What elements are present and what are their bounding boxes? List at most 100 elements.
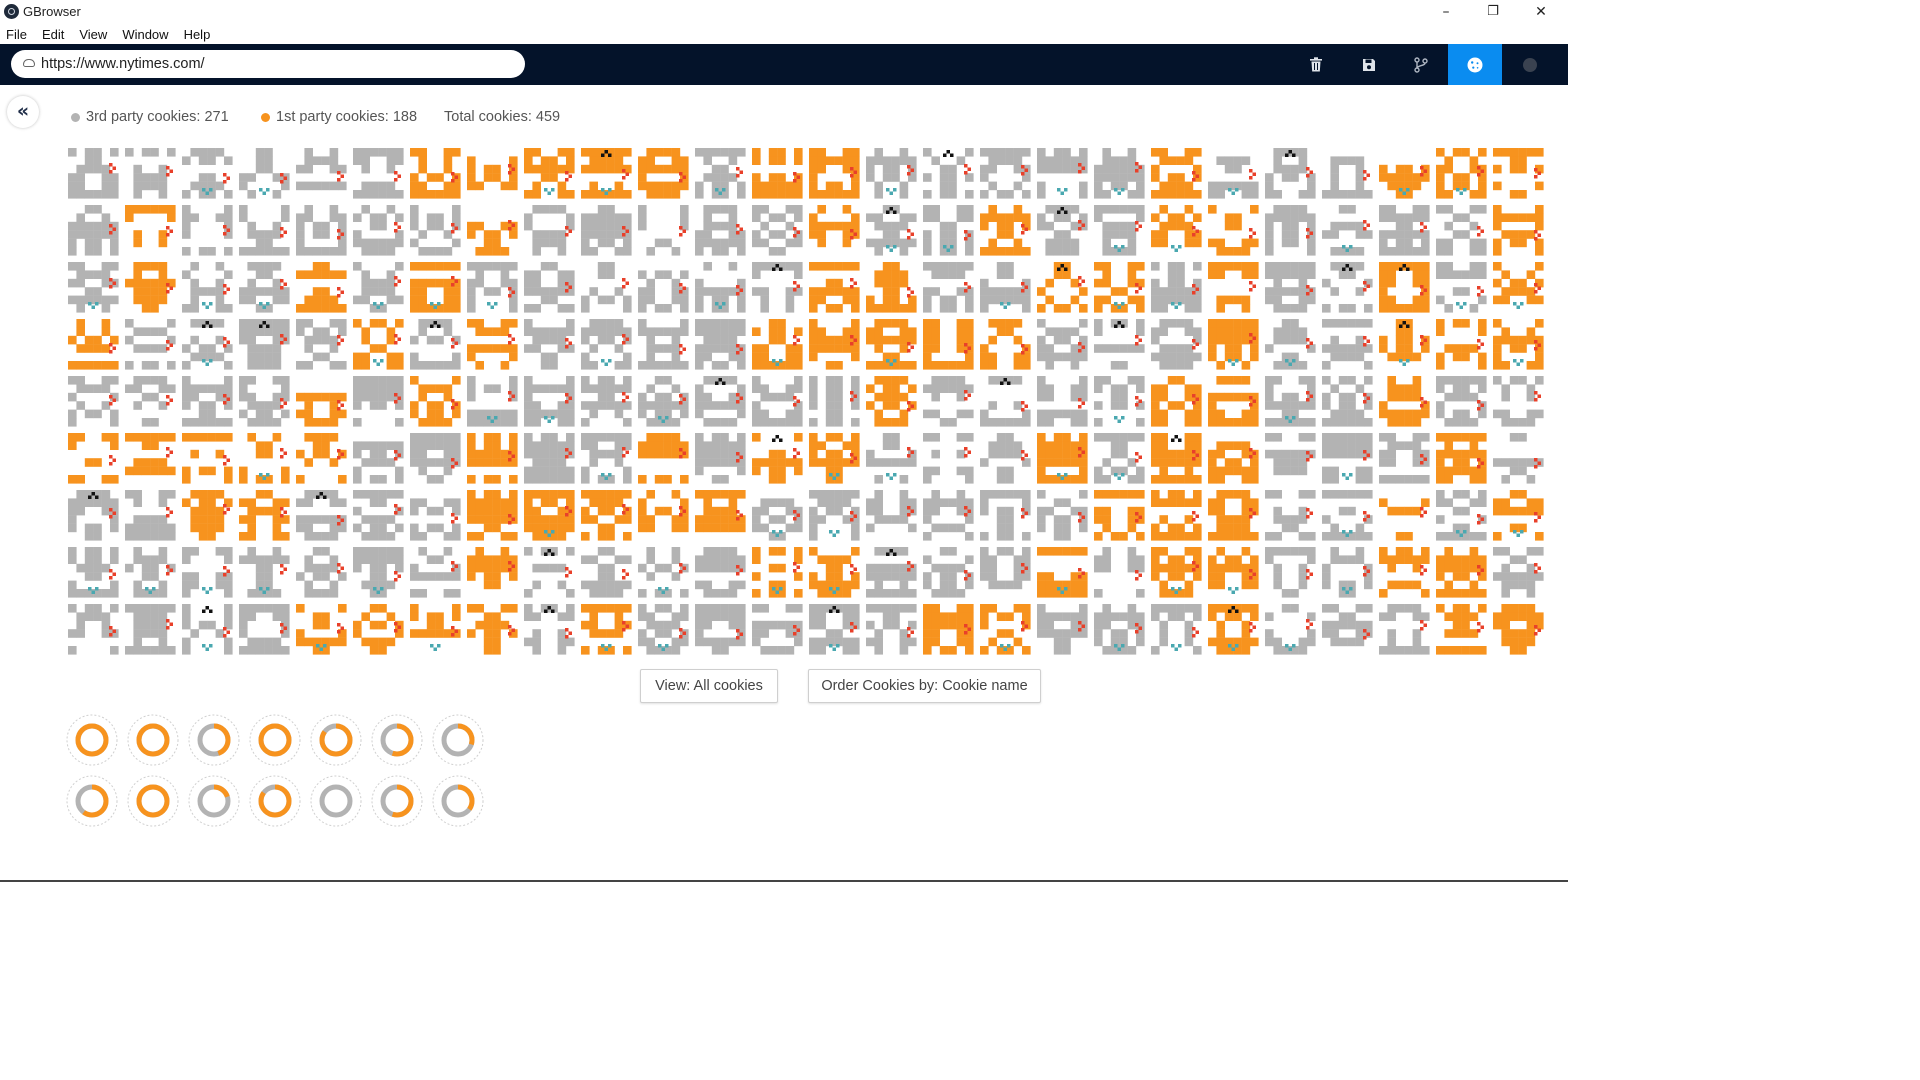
cookie-glyph[interactable]	[866, 604, 917, 655]
cookie-glyph[interactable]	[581, 262, 632, 313]
restore-button[interactable]: ❐	[1487, 4, 1499, 19]
cookie-glyph[interactable]	[866, 433, 917, 484]
cookie-glyph[interactable]	[353, 148, 404, 199]
cookie-glyph[interactable]	[296, 205, 347, 256]
cookie-glyph[interactable]	[638, 433, 689, 484]
cookie-glyph[interactable]	[524, 148, 575, 199]
cookie-glyph[interactable]	[1265, 205, 1316, 256]
cookie-donut[interactable]	[432, 775, 484, 827]
cookie-glyph[interactable]	[752, 319, 803, 370]
cookie-glyph[interactable]	[1037, 433, 1088, 484]
cookie-glyph[interactable]	[68, 205, 119, 256]
cookie-glyph[interactable]	[1379, 319, 1430, 366]
cookie-glyph[interactable]	[182, 490, 233, 541]
cookie-glyph[interactable]	[866, 148, 917, 199]
cookie-glyph[interactable]	[1037, 376, 1088, 427]
cookie-glyph[interactable]	[296, 433, 347, 484]
cookie-glyph[interactable]	[1436, 319, 1487, 370]
cookie-glyph[interactable]	[125, 319, 176, 370]
cookie-glyph[interactable]	[1493, 490, 1544, 541]
cookie-glyph[interactable]	[1493, 319, 1544, 370]
cookie-glyph[interactable]	[1151, 205, 1202, 252]
cookie-glyph[interactable]	[1436, 604, 1487, 655]
cookie-glyph[interactable]	[1094, 148, 1145, 199]
cookie-glyph[interactable]	[1379, 604, 1430, 655]
cookie-glyph[interactable]	[1379, 262, 1430, 313]
menu-view[interactable]: View	[79, 27, 108, 42]
cookie-glyph[interactable]	[353, 441, 404, 484]
cookie-glyph[interactable]	[980, 490, 1031, 541]
menu-file[interactable]: File	[6, 27, 27, 42]
cookie-glyph[interactable]	[1208, 604, 1259, 655]
cookie-glyph[interactable]	[752, 148, 803, 199]
cookie-glyph[interactable]	[695, 604, 746, 655]
cookie-glyph[interactable]	[752, 205, 803, 256]
cookie-glyph[interactable]	[239, 376, 290, 427]
cookie-glyph[interactable]	[1208, 547, 1259, 594]
cookie-glyph[interactable]	[1265, 376, 1316, 427]
view-all-cookies-button[interactable]: View: All cookies	[640, 669, 778, 703]
cookie-glyph[interactable]	[1379, 164, 1430, 199]
cookie-glyph[interactable]	[1094, 205, 1145, 256]
cookie-glyph[interactable]	[923, 205, 974, 256]
cookie-glyph[interactable]	[638, 490, 689, 533]
cookie-glyph[interactable]	[239, 148, 290, 199]
menu-window[interactable]: Window	[122, 27, 169, 42]
cookie-glyph[interactable]	[353, 490, 404, 541]
cookie-glyph[interactable]	[752, 262, 803, 313]
minimize-button[interactable]: –	[1442, 4, 1450, 20]
cookie-donut[interactable]	[127, 775, 179, 827]
cookie-glyph[interactable]	[1436, 547, 1487, 598]
cookie-glyph[interactable]	[1322, 156, 1373, 199]
cookie-glyph[interactable]	[524, 376, 575, 427]
url-input[interactable]	[41, 54, 511, 74]
menu-help[interactable]: Help	[183, 27, 211, 42]
cookie-glyph[interactable]	[1493, 262, 1544, 309]
cookie-glyph[interactable]	[1379, 433, 1430, 484]
cookie-glyph[interactable]	[353, 547, 404, 598]
cookie-glyph[interactable]	[866, 262, 917, 313]
cookie-glyph[interactable]	[980, 433, 1031, 484]
cookie-glyph[interactable]	[1379, 547, 1430, 598]
cookie-glyph[interactable]	[809, 604, 860, 655]
branch-button[interactable]	[1394, 44, 1448, 85]
cookie-glyph[interactable]	[1322, 376, 1373, 427]
cookie-glyph[interactable]	[1265, 262, 1316, 313]
cookie-glyph[interactable]	[923, 490, 974, 541]
cookie-donut[interactable]	[249, 714, 301, 766]
cookie-glyph[interactable]	[1208, 376, 1259, 427]
cookie-glyph[interactable]	[1265, 604, 1316, 655]
cookie-glyph[interactable]	[638, 547, 689, 598]
cookie-donut[interactable]	[66, 714, 118, 766]
cookie-glyph[interactable]	[980, 262, 1031, 313]
cookie-glyph[interactable]	[182, 604, 233, 655]
cookie-glyph[interactable]	[1265, 547, 1316, 598]
cookie-glyph[interactable]	[1322, 205, 1373, 256]
cookie-glyph[interactable]	[809, 148, 860, 199]
save-button[interactable]	[1342, 44, 1396, 85]
cookie-glyph[interactable]	[467, 604, 518, 655]
cookie-glyph[interactable]	[923, 604, 974, 655]
cookie-glyph[interactable]	[695, 547, 746, 598]
cookie-glyph[interactable]	[524, 205, 575, 256]
cookie-glyph[interactable]	[296, 490, 347, 541]
cookie-glyph[interactable]	[1037, 547, 1088, 598]
cookie-glyph[interactable]	[809, 490, 860, 541]
cookie-glyph[interactable]	[809, 205, 860, 248]
cookie-glyph[interactable]	[467, 376, 518, 427]
cookie-glyph[interactable]	[866, 490, 917, 533]
cookie-donut[interactable]	[249, 775, 301, 827]
cookie-glyph[interactable]	[182, 376, 233, 427]
cookie-glyph[interactable]	[1322, 547, 1373, 598]
cookie-glyph[interactable]	[638, 376, 689, 427]
cookie-glyph[interactable]	[1208, 441, 1259, 484]
cookie-glyph[interactable]	[1265, 319, 1316, 370]
cookie-glyph[interactable]	[752, 498, 803, 541]
order-cookies-button[interactable]: Order Cookies by: Cookie name	[808, 669, 1041, 703]
cookie-glyph[interactable]	[1322, 490, 1373, 541]
cookie-glyph[interactable]	[1208, 490, 1259, 541]
cookie-glyph[interactable]	[1037, 205, 1088, 256]
cookie-glyph[interactable]	[296, 262, 347, 313]
cookie-glyph[interactable]	[695, 262, 746, 313]
cookie-glyph[interactable]	[353, 205, 404, 256]
